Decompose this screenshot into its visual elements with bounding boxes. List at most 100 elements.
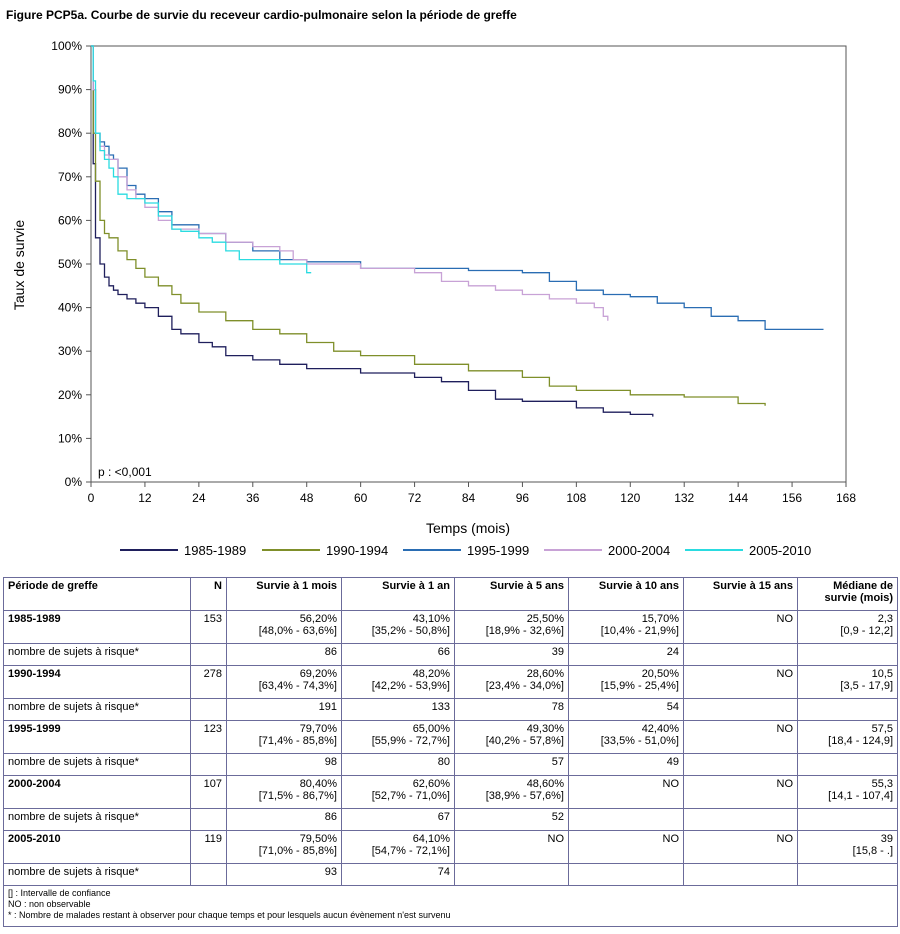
median-cell-ci: [3,5 - 17,9] xyxy=(840,680,893,692)
x-axis: 0 12 24 36 48 60 72 84 96 108 120 132 144 156 168 xyxy=(88,482,856,505)
risk-row: nombre de sujets à risque* 86 66 39 24 xyxy=(3,643,898,666)
survival-1-month-cell-ci: [71,0% - 85,8%] xyxy=(258,845,337,857)
legend-label: 1985-1989 xyxy=(184,543,246,558)
risk-count-cell: 57 xyxy=(454,753,569,776)
period-cell: 1990-1994 xyxy=(3,665,191,699)
risk-count-cell: 133 xyxy=(341,698,455,721)
p-value-annotation: p : <0,001 xyxy=(98,465,152,479)
series-line-2000-2004 xyxy=(91,45,609,321)
survival-1-year-cell-value: 62,60% xyxy=(412,778,450,790)
table-header-row: Période de greffe N Survie à 1 mois Surv… xyxy=(3,577,898,611)
survival-1-year-cell-ci: [35,2% - 50,8%] xyxy=(371,625,450,637)
y-tick-label: 20% xyxy=(58,388,82,402)
risk-median-cell xyxy=(797,753,898,776)
plot-area xyxy=(90,45,847,483)
survival-10-years-cell: 42,40% [33,5% - 51,0%] xyxy=(568,720,684,754)
x-tick-label: 132 xyxy=(674,491,694,505)
series-lines xyxy=(91,45,824,417)
series-line-1990-1994 xyxy=(91,45,766,406)
median-cell: 10,5 [3,5 - 17,9] xyxy=(797,665,898,699)
median-cell-value: 2,3 xyxy=(877,613,893,625)
y-tick-label: 10% xyxy=(58,431,82,445)
risk-label-cell: nombre de sujets à risque* xyxy=(3,643,191,666)
survival-chart: 0% 10% 20% 30% 40% 50% 60% 70% 80% 90% 100% 0 12 24 3… xyxy=(11,39,856,558)
survival-1-month-cell: 80,40% [71,5% - 86,7%] xyxy=(226,775,342,809)
risk-count-cell: 74 xyxy=(341,863,455,886)
median-cell-ci: [15,8 - .] xyxy=(852,845,893,857)
figure-title: Figure PCP5a. Courbe de survie du receve… xyxy=(6,8,517,22)
risk-row: nombre de sujets à risque* 93 74 xyxy=(3,863,898,886)
x-tick-label: 24 xyxy=(192,491,206,505)
x-tick-label: 108 xyxy=(566,491,586,505)
risk-median-cell xyxy=(797,863,898,886)
period-cell: 2000-2004 xyxy=(3,775,191,809)
risk-label-cell: nombre de sujets à risque* xyxy=(3,808,191,831)
median-cell-value: 10,5 xyxy=(871,668,893,680)
survival-10-years-cell: NO xyxy=(568,775,684,809)
risk-n-cell xyxy=(190,753,227,776)
survival-5-years-cell-ci: [18,9% - 32,6%] xyxy=(485,625,564,637)
survival-1-year-cell: 48,20% [42,2% - 53,9%] xyxy=(341,665,455,699)
n-cell: 119 xyxy=(190,830,227,864)
risk-median-cell xyxy=(797,698,898,721)
survival-10-years-cell-value: 20,50% xyxy=(641,668,679,680)
survival-5-years-cell-value: 49,30% xyxy=(526,723,564,735)
risk-count-cell: 39 xyxy=(454,643,569,666)
median-cell-ci: [14,1 - 107,4] xyxy=(828,790,893,802)
n-cell: 107 xyxy=(190,775,227,809)
survival-1-month-cell-ci: [63,4% - 74,3%] xyxy=(258,680,337,692)
median-cell-value: 57,5 xyxy=(871,723,893,735)
survival-5-years-cell: NO xyxy=(454,830,569,864)
survival-15-years-cell: NO xyxy=(683,665,798,699)
table-row: 1985-1989 153 56,20% [48,0% - 63,6%] 43,10%[… xyxy=(3,610,898,644)
risk-count-cell xyxy=(683,698,798,721)
risk-count-cell: 86 xyxy=(226,808,342,831)
median-cell: 2,3 [0,9 - 12,2] xyxy=(797,610,898,644)
y-tick-label: 100% xyxy=(51,39,82,53)
header-5-years: Survie à 5 ans xyxy=(454,577,569,611)
median-cell-value: 39 xyxy=(880,833,893,845)
survival-1-month-cell-ci: [71,5% - 86,7%] xyxy=(258,790,337,802)
survival-1-year-cell-ci: [55,9% - 72,7%] xyxy=(371,735,450,747)
survival-1-month-cell-value: 79,70% xyxy=(299,723,337,735)
risk-row: nombre de sujets à risque* 86 67 52 xyxy=(3,808,898,831)
survival-1-year-cell: 64,10% [54,7% - 72,1%] xyxy=(341,830,455,864)
survival-1-month-cell-value: 79,50% xyxy=(299,833,337,845)
table-row: 1995-1999 123 79,70% [71,4% - 85,8%] 65,00%[… xyxy=(3,720,898,754)
risk-count-cell: 98 xyxy=(226,753,342,776)
survival-15-years-cell: NO xyxy=(683,830,798,864)
survival-1-month-cell-ci: [71,4% - 85,8%] xyxy=(258,735,337,747)
y-tick-label: 40% xyxy=(58,301,82,315)
risk-label-cell: nombre de sujets à risque* xyxy=(3,698,191,721)
period-cell: 2005-2010 xyxy=(3,830,191,864)
survival-5-years-cell-value: 48,60% xyxy=(526,778,564,790)
risk-count-cell: 66 xyxy=(341,643,455,666)
survival-10-years-cell-value: 15,70% xyxy=(641,613,679,625)
series-line-1995-1999 xyxy=(91,45,824,331)
n-cell: 153 xyxy=(190,610,227,644)
x-tick-label: 0 xyxy=(88,491,95,505)
y-axis-title: Taux de survie xyxy=(11,220,27,310)
y-tick-label: 60% xyxy=(58,213,82,227)
median-cell-ci: [18,4 - 124,9] xyxy=(828,735,893,747)
median-cell: 39 [15,8 - .] xyxy=(797,830,898,864)
median-cell: 55,3 [14,1 - 107,4] xyxy=(797,775,898,809)
survival-1-month-cell-ci: [48,0% - 63,6%] xyxy=(258,625,337,637)
header-period: Période de greffe xyxy=(3,577,191,611)
risk-count-cell: 54 xyxy=(568,698,684,721)
risk-count-cell: 86 xyxy=(226,643,342,666)
risk-count-cell xyxy=(454,863,569,886)
y-tick-label: 0% xyxy=(65,475,83,489)
table-row: 1990-1994 278 69,20% [63,4% - 74,3%] 48,20%[… xyxy=(3,665,898,699)
notes-row: [] : Intervalle de confiance NO : non obs… xyxy=(3,885,898,927)
median-cell-ci: [0,9 - 12,2] xyxy=(840,625,893,637)
risk-count-cell: 80 xyxy=(341,753,455,776)
survival-5-years-cell-ci: [23,4% - 34,0%] xyxy=(485,680,564,692)
header-15-years: Survie à 15 ans xyxy=(683,577,798,611)
series-line-2005-2010 xyxy=(91,45,312,274)
risk-n-cell xyxy=(190,698,227,721)
header-median: Médiane de survie (mois) xyxy=(797,577,898,611)
table-row: 2000-2004 107 80,40% [71,5% - 86,7%] 62,60% [… xyxy=(3,775,898,809)
risk-count-cell: 24 xyxy=(568,643,684,666)
y-axis: 0% 10% 20% 30% 40% 50% 60% 70% 80% 90% 100% xyxy=(51,39,91,489)
